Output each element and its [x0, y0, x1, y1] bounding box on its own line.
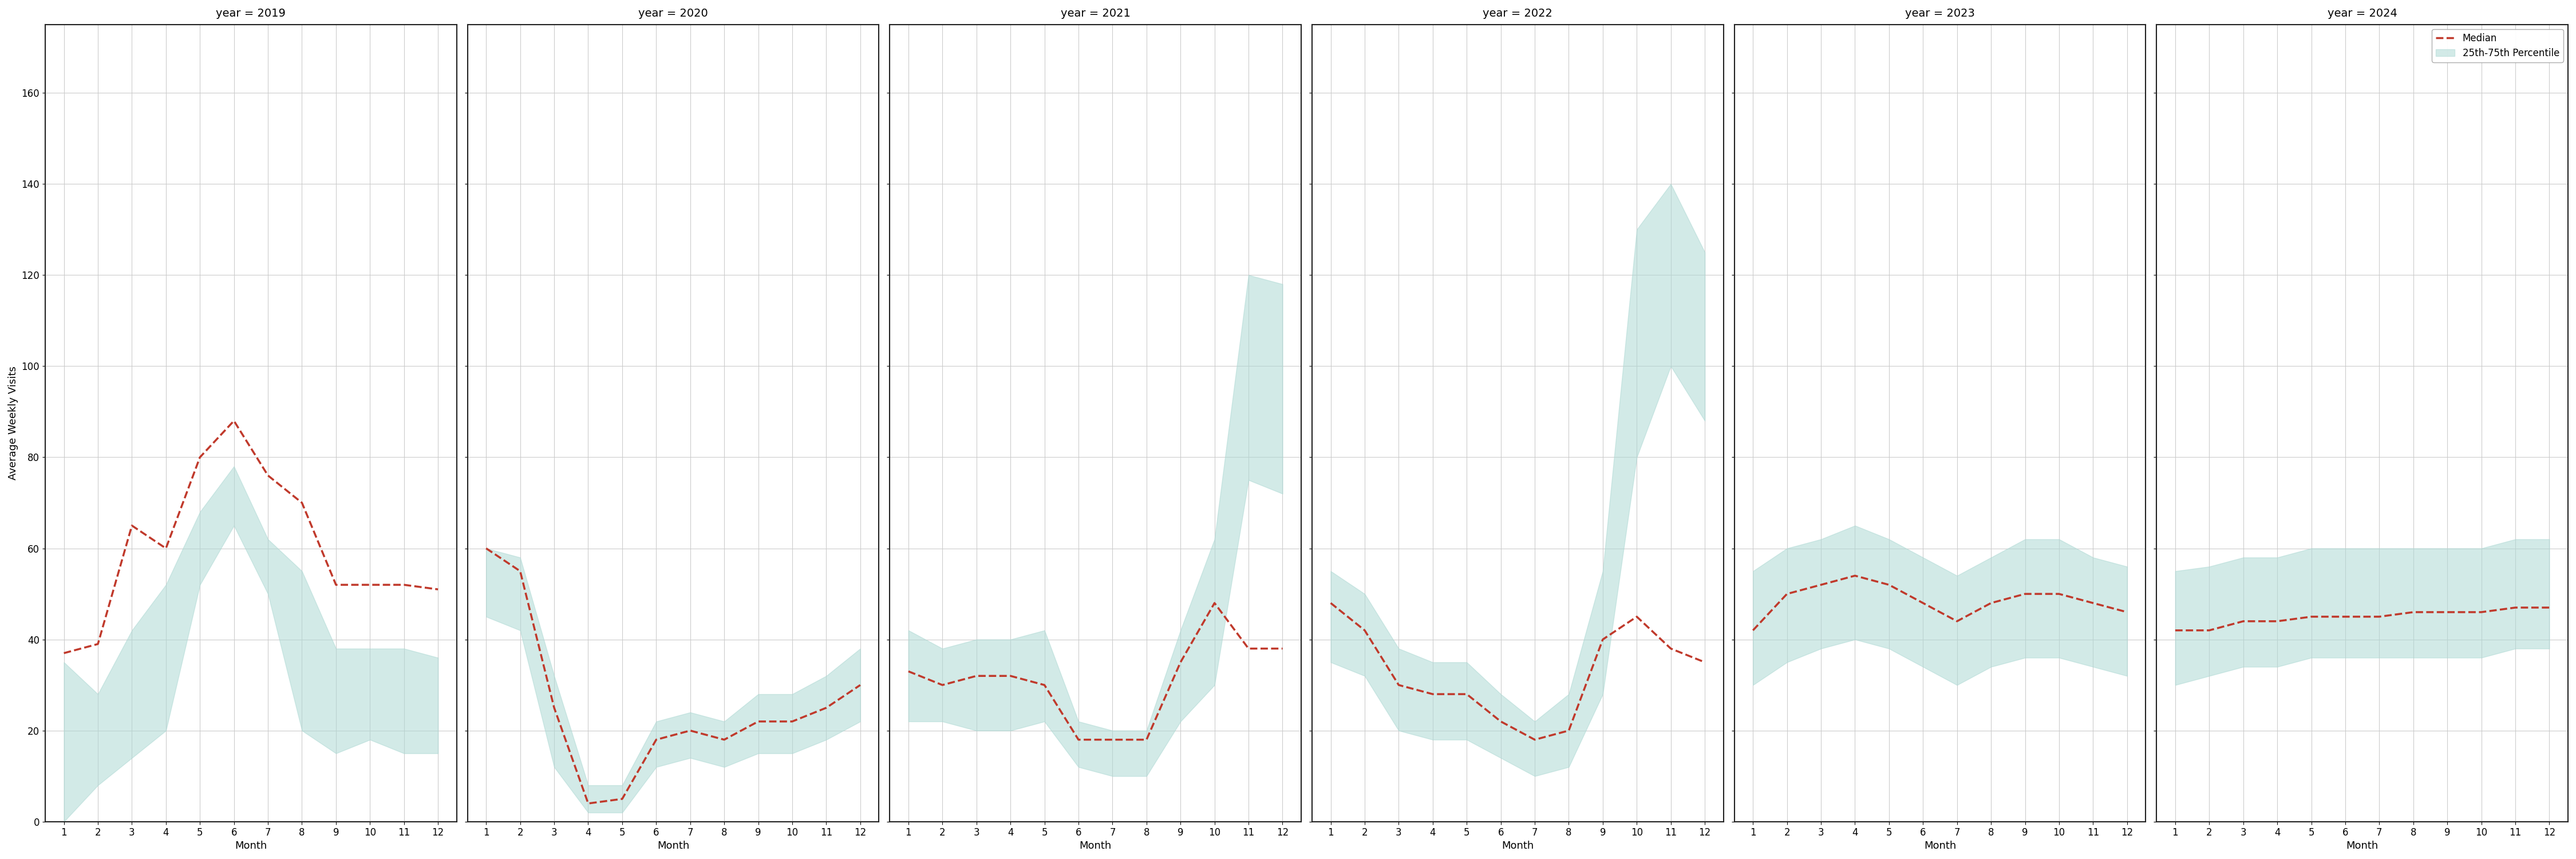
Y-axis label: Average Weekly Visits: Average Weekly Visits [8, 366, 18, 480]
Median [1028, 679, 1059, 690]
Median [845, 679, 876, 690]
Median [994, 671, 1025, 681]
Median [608, 794, 639, 804]
Median [252, 471, 283, 481]
Median [1316, 598, 1347, 608]
Median [1656, 643, 1687, 654]
Median [1450, 689, 1481, 699]
Median [961, 671, 992, 681]
X-axis label: Month: Month [657, 841, 690, 851]
Median [116, 521, 147, 531]
Median [1267, 643, 1298, 654]
Median [1164, 657, 1195, 667]
Median [1198, 598, 1229, 608]
Line: Median: Median [909, 603, 1283, 740]
Median [286, 497, 317, 508]
Line: Median: Median [2174, 607, 2550, 631]
Title: year = 2023: year = 2023 [1906, 8, 1976, 19]
Median [2228, 616, 2259, 626]
Line: Median: Median [64, 421, 438, 653]
Median [1417, 689, 1448, 699]
Median [505, 566, 536, 576]
X-axis label: Month: Month [234, 841, 268, 851]
Median [389, 580, 420, 590]
Median [2009, 588, 2040, 599]
Median [2262, 616, 2293, 626]
Median [49, 648, 80, 658]
Median [641, 734, 672, 745]
Median [149, 543, 180, 553]
Median [1350, 625, 1381, 636]
Median [1873, 580, 1904, 590]
Legend: Median, 25th-75th Percentile: Median, 25th-75th Percentile [2432, 29, 2563, 63]
Median [219, 416, 250, 426]
Median [1976, 598, 2007, 608]
Median [2195, 625, 2226, 636]
Title: year = 2022: year = 2022 [1484, 8, 1553, 19]
Median [778, 716, 809, 727]
Median [1736, 625, 1767, 636]
Median [1690, 657, 1721, 667]
Median [2043, 588, 2074, 599]
Median [2465, 607, 2496, 618]
Median [319, 580, 350, 590]
Median [1383, 679, 1414, 690]
X-axis label: Month: Month [1079, 841, 1113, 851]
X-axis label: Month: Month [1502, 841, 1533, 851]
Median [1839, 570, 1870, 581]
Median [82, 639, 113, 649]
Median [1131, 734, 1162, 745]
Median [708, 734, 739, 745]
Median [355, 580, 386, 590]
Title: year = 2020: year = 2020 [639, 8, 708, 19]
Median [538, 703, 569, 713]
Median [675, 725, 706, 735]
Median [811, 703, 842, 713]
Median [1097, 734, 1128, 745]
Median [185, 452, 216, 462]
Median [572, 798, 603, 808]
Median [1234, 643, 1265, 654]
Median [1620, 612, 1651, 622]
Median [1772, 588, 1803, 599]
Median [1520, 734, 1551, 745]
Median [1806, 580, 1837, 590]
Median [742, 716, 773, 727]
Line: Median: Median [1332, 603, 1705, 740]
Median [2365, 612, 2396, 622]
Median [2159, 625, 2190, 636]
Median [2329, 612, 2360, 622]
Median [1942, 616, 1973, 626]
Title: year = 2019: year = 2019 [216, 8, 286, 19]
Median [1486, 716, 1517, 727]
Median [471, 543, 502, 553]
Median [1553, 725, 1584, 735]
Median [2499, 602, 2530, 612]
Median [1587, 634, 1618, 644]
Median [2079, 598, 2110, 608]
X-axis label: Month: Month [1924, 841, 1955, 851]
Median [1909, 598, 1940, 608]
Median [1064, 734, 1095, 745]
Title: year = 2024: year = 2024 [2326, 8, 2398, 19]
Median [2535, 602, 2566, 612]
Median [2295, 612, 2326, 622]
Median [2112, 607, 2143, 618]
Median [927, 679, 958, 690]
Title: year = 2021: year = 2021 [1061, 8, 1131, 19]
Median [2398, 607, 2429, 618]
Line: Median: Median [1752, 576, 2128, 631]
Line: Median: Median [487, 548, 860, 803]
X-axis label: Month: Month [2347, 841, 2378, 851]
Median [422, 584, 453, 594]
Median [2432, 607, 2463, 618]
Median [894, 667, 925, 677]
